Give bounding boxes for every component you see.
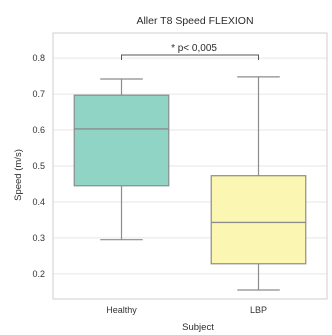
box-lbp-iqr (210, 175, 307, 265)
x-tick-label: Healthy (106, 305, 137, 315)
y-tick-label: 0.7 (32, 89, 45, 99)
x-axis-label: Subject (182, 322, 214, 333)
y-tick-label: 0.6 (32, 125, 45, 135)
y-tick-label: 0.5 (32, 161, 45, 171)
y-tick-label: 0.4 (32, 197, 45, 207)
plot-area: 0.2 0.3 0.4 0.5 0.6 0.7 0.8 Healthy LBP * p< 0,00… (32, 32, 328, 315)
chart-title: Aller T8 Speed FLEXION (136, 15, 253, 27)
box-healthy-iqr (73, 94, 170, 187)
y-tick-label: 0.3 (32, 233, 45, 243)
plot-frame (52, 32, 328, 300)
significance-label: * p< 0,005 (171, 43, 217, 54)
significance-bracket (121, 54, 259, 60)
y-tick-label: 0.8 (32, 53, 45, 63)
x-tick-label: LBP (250, 305, 267, 315)
y-axis-label: Speed (m/s) (13, 149, 24, 201)
y-tick-label: 0.2 (32, 269, 45, 279)
